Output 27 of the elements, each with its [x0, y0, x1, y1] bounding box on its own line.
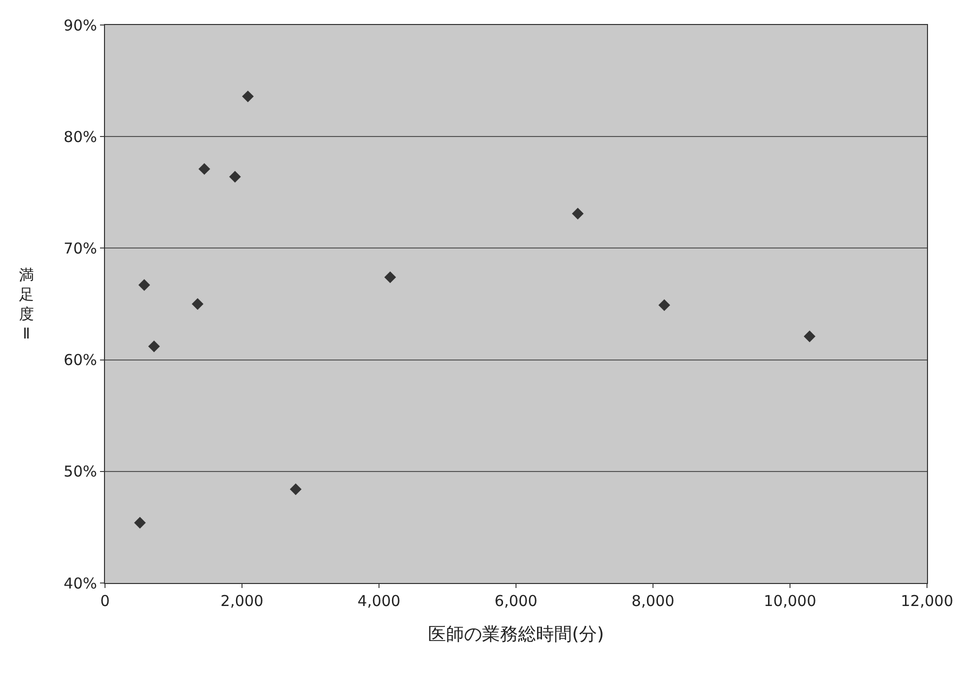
point — [290, 483, 302, 496]
y-tick-label: 50% — [64, 462, 97, 481]
point — [572, 208, 584, 220]
point — [804, 330, 816, 342]
point — [658, 299, 670, 311]
point — [198, 163, 210, 175]
point — [192, 298, 204, 310]
x-axis-title: 医師の業務総時間(分) — [428, 624, 604, 646]
x-tick-label: 10,000 — [764, 592, 816, 610]
x-tick-label: 2,000 — [220, 592, 264, 610]
x-tick-label: 4,000 — [358, 592, 400, 610]
x-tick-label: 12,000 — [900, 592, 954, 610]
point — [229, 170, 241, 183]
x-tick-label: 0 — [100, 592, 110, 610]
point — [148, 340, 160, 352]
point — [138, 279, 150, 291]
x-tick-label: 8,000 — [632, 592, 674, 610]
y-tick-label: 60% — [64, 351, 97, 370]
y-tick-label: 80% — [64, 128, 97, 146]
y-axis-title: 満足度Ⅱ — [19, 266, 34, 342]
point — [384, 271, 396, 284]
y-tick-label: 70% — [64, 239, 97, 258]
y-tick-label: 90% — [64, 16, 97, 34]
point — [134, 516, 146, 529]
y-tick-label: 40% — [64, 574, 97, 592]
point — [242, 90, 254, 102]
x-tick-label: 6,000 — [494, 592, 538, 610]
